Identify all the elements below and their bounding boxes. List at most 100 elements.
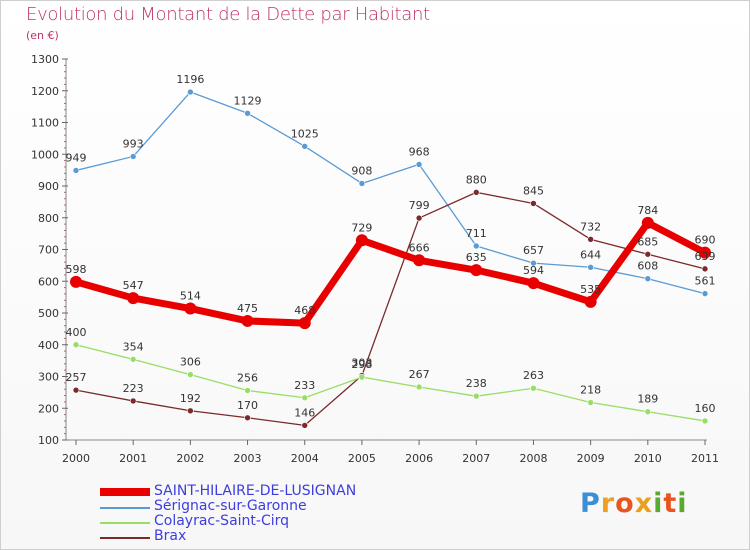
y-tick-label: 700 xyxy=(38,244,59,257)
data-point xyxy=(413,254,426,267)
data-label: 514 xyxy=(180,290,201,303)
data-point xyxy=(298,317,311,330)
x-tick-label: 2002 xyxy=(176,452,204,465)
x-tick-label: 2003 xyxy=(234,452,262,465)
data-point xyxy=(187,88,194,96)
data-point xyxy=(184,302,197,315)
data-point xyxy=(129,356,137,363)
proxiti-logo: Proxiti xyxy=(580,488,688,519)
data-point xyxy=(587,399,594,406)
data-label: 146 xyxy=(294,406,315,419)
data-point xyxy=(129,153,137,160)
data-point xyxy=(301,394,309,402)
data-point xyxy=(355,234,368,247)
data-label: 306 xyxy=(180,356,201,369)
data-label: 644 xyxy=(580,248,601,261)
data-point xyxy=(472,392,480,400)
data-label: 468 xyxy=(294,304,315,317)
data-label: 968 xyxy=(409,145,430,158)
data-label: 1196 xyxy=(176,73,204,86)
data-label: 690 xyxy=(695,234,716,247)
data-label: 666 xyxy=(409,241,430,254)
data-point xyxy=(470,264,483,277)
data-point xyxy=(358,373,366,381)
data-point xyxy=(587,236,594,243)
data-label: 475 xyxy=(237,302,258,315)
y-tick-label: 1100 xyxy=(31,117,59,130)
legend-label: Colayrac-Saint-Cirq xyxy=(154,513,290,529)
y-tick-label: 200 xyxy=(38,402,59,415)
data-label: 267 xyxy=(409,368,430,381)
y-tick-label: 1000 xyxy=(31,148,59,161)
data-label: 908 xyxy=(351,164,372,177)
legend-swatch xyxy=(100,507,150,509)
y-tick-label: 1200 xyxy=(31,85,59,98)
data-point xyxy=(644,408,652,416)
data-point xyxy=(127,292,140,305)
data-label: 711 xyxy=(466,227,487,240)
data-point xyxy=(701,290,709,297)
data-label: 880 xyxy=(466,173,487,186)
data-point xyxy=(358,180,366,187)
data-point xyxy=(187,371,194,378)
x-tick-label: 2005 xyxy=(348,452,376,465)
y-tick-label: 900 xyxy=(38,180,59,193)
data-label: 635 xyxy=(466,251,487,264)
y-tick-label: 600 xyxy=(38,275,59,288)
data-label: 1129 xyxy=(234,94,262,107)
chart-title: Evolution du Montant de la Dette par Hab… xyxy=(26,4,430,25)
data-label: 799 xyxy=(409,199,430,212)
data-point xyxy=(530,259,537,267)
data-label: 192 xyxy=(180,392,201,405)
data-point xyxy=(129,397,137,405)
data-label: 1025 xyxy=(291,127,319,140)
y-tick-label: 100 xyxy=(38,434,59,447)
data-label: 535 xyxy=(580,283,601,296)
data-point xyxy=(415,214,423,222)
x-tick-label: 2006 xyxy=(405,452,433,465)
data-label: 238 xyxy=(466,377,487,390)
data-label: 160 xyxy=(695,402,716,415)
series-line-0 xyxy=(75,219,707,327)
legend-label: Brax xyxy=(154,528,187,544)
data-label: 189 xyxy=(637,393,658,406)
data-label: 547 xyxy=(123,279,144,292)
x-tick-label: 2008 xyxy=(519,452,547,465)
data-point xyxy=(72,167,80,174)
data-label: 303 xyxy=(351,357,372,370)
x-tick-label: 2000 xyxy=(62,452,90,465)
data-label: 263 xyxy=(523,369,544,382)
data-point xyxy=(415,161,423,168)
legend-swatch xyxy=(100,537,150,539)
x-tick-label: 2004 xyxy=(291,452,319,465)
legend-swatch xyxy=(100,488,150,496)
y-tick-label: 400 xyxy=(38,339,59,352)
data-point xyxy=(70,275,82,288)
legend-label: SAINT-HILAIRE-DE-LUSIGNAN xyxy=(154,483,357,499)
data-label: 685 xyxy=(637,235,658,248)
data-label: 608 xyxy=(637,260,658,273)
legend-swatch xyxy=(100,522,150,524)
y-tick-label: 500 xyxy=(38,307,59,320)
data-label: 298 xyxy=(351,358,372,371)
data-label: 233 xyxy=(294,379,315,392)
data-point xyxy=(244,387,251,394)
data-point xyxy=(701,265,709,273)
series-line-1 xyxy=(75,91,706,295)
series-line-3 xyxy=(75,191,706,427)
x-tick-label: 2011 xyxy=(691,452,719,465)
data-label: 218 xyxy=(580,384,601,397)
y-tick-label: 300 xyxy=(38,371,59,384)
data-label: 845 xyxy=(523,184,544,197)
data-label: 949 xyxy=(66,151,87,164)
data-label: 170 xyxy=(237,399,258,412)
data-point xyxy=(301,143,309,150)
x-tick-label: 2009 xyxy=(577,452,605,465)
data-point xyxy=(699,246,711,259)
data-label: 729 xyxy=(351,221,372,234)
data-label: 400 xyxy=(66,326,87,339)
data-point xyxy=(641,216,654,229)
data-label: 561 xyxy=(695,275,716,288)
